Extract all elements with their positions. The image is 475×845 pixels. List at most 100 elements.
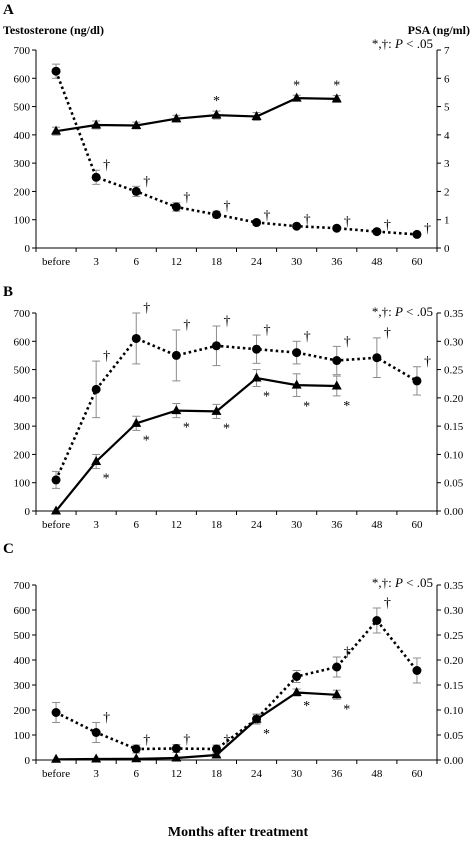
right-tick-label: 0.20 (444, 393, 464, 405)
data-point-circle (51, 708, 61, 717)
dagger-annotation: † (143, 733, 150, 748)
series-line (55, 618, 418, 751)
dagger-annotation: † (223, 199, 230, 214)
x-tick-label: 18 (211, 256, 223, 268)
left-tick-label: 0 (25, 755, 31, 767)
x-tick-label: before (42, 519, 70, 531)
asterisk-annotation: * (103, 472, 110, 487)
x-tick-label: 24 (251, 256, 263, 268)
series-line (55, 96, 337, 133)
series-psa-circles: † † † † † † † † † (51, 63, 431, 239)
left-tick-label: 400 (14, 655, 31, 667)
x-tick-label: 30 (291, 256, 303, 268)
data-point-triangle (291, 379, 302, 389)
asterisk-annotation: * (343, 399, 350, 414)
asterisk-annotation: * (343, 702, 350, 717)
left-tick-label: 600 (14, 605, 31, 617)
dagger-annotation: † (384, 596, 391, 611)
data-point-triangle (171, 113, 182, 123)
left-tick-label: 300 (14, 421, 31, 433)
right-tick-label: 0.25 (444, 630, 464, 642)
left-tick-label: 300 (14, 680, 31, 692)
left-tick-label: 700 (14, 580, 31, 592)
asterisk-annotation: * (293, 78, 300, 93)
data-point-circle (372, 616, 382, 625)
data-point-circle (211, 744, 221, 754)
data-point-triangle (291, 92, 302, 102)
left-tick-label: 700 (14, 45, 31, 57)
x-tick-label: 36 (331, 256, 343, 268)
dagger-annotation: † (183, 191, 190, 206)
dagger-annotation: † (304, 213, 311, 228)
significance-note: *,†: P < .05 (372, 304, 433, 319)
x-tick-label: 24 (251, 519, 263, 531)
data-point-triangle (91, 456, 102, 465)
asterisk-annotation: * (143, 433, 150, 448)
right-tick-label: 0.15 (444, 421, 464, 433)
x-tick-label: before (42, 256, 70, 268)
dagger-annotation: † (304, 329, 311, 344)
x-tick-label: 12 (171, 768, 182, 780)
data-point-triangle (131, 120, 142, 130)
right-tick-label: 0.30 (444, 336, 464, 348)
data-point-triangle (211, 749, 222, 759)
x-tick-label: 12 (171, 519, 182, 531)
data-point-circle (252, 218, 262, 228)
left-tick-label: 400 (14, 130, 31, 142)
asterisk-annotation: * (263, 390, 270, 405)
series-testosterone-triangles: * * * (51, 687, 350, 763)
dagger-annotation: † (344, 645, 351, 660)
data-point-triangle (131, 753, 142, 763)
series-line (54, 70, 417, 236)
x-tick-label: 30 (291, 519, 303, 531)
x-tick-label: 48 (371, 519, 383, 531)
data-point-circle (51, 66, 61, 76)
data-point-triangle (91, 753, 102, 763)
right-tick-label: 4 (444, 130, 450, 142)
left-tick-label: 600 (14, 336, 31, 348)
data-point-triangle (51, 505, 62, 515)
series-psa-circles: † † † † † † (51, 596, 422, 754)
asterisk-annotation: * (303, 699, 310, 714)
right-tick-label: 0.05 (444, 730, 464, 742)
asterisk-annotation: * (303, 399, 310, 414)
data-point-circle (372, 353, 382, 363)
x-tick-label: 36 (331, 519, 343, 531)
data-point-triangle (91, 119, 102, 129)
left-tick-label: 700 (14, 308, 31, 320)
significance-note: *,†: P < .05 (372, 36, 433, 51)
significance-note: *,†: P < .05 (372, 575, 433, 590)
asterisk-annotation: * (183, 421, 190, 436)
right-tick-label: 0.10 (444, 449, 464, 461)
panel-letter: A (3, 2, 14, 18)
dagger-annotation: † (424, 221, 431, 236)
x-axis-title: Months after treatment (168, 825, 309, 840)
dagger-annotation: † (384, 326, 391, 341)
data-point-circle (412, 229, 422, 239)
dagger-annotation: † (183, 318, 190, 333)
data-point-circle (51, 475, 61, 485)
left-tick-label: 200 (14, 186, 31, 198)
x-tick-label: 36 (331, 768, 343, 780)
left-tick-label: 200 (14, 705, 31, 717)
x-tick-label: 60 (411, 519, 423, 531)
x-tick-label: 18 (211, 768, 223, 780)
data-point-circle (131, 333, 141, 343)
x-tick-label: 60 (411, 768, 423, 780)
left-tick-label: 100 (14, 478, 31, 490)
data-point-triangle (331, 689, 342, 699)
dagger-annotation: † (223, 733, 230, 748)
dagger-annotation: † (143, 174, 150, 189)
dagger-annotation: † (183, 733, 190, 748)
data-point-triangle (251, 110, 262, 120)
data-point-triangle (331, 93, 342, 103)
right-tick-label: 0.00 (444, 506, 464, 518)
x-tick-label: 30 (291, 768, 303, 780)
left-tick-label: 600 (14, 73, 31, 85)
dagger-annotation: † (424, 355, 431, 370)
right-tick-label: 2 (444, 186, 450, 198)
right-tick-label: 0.20 (444, 655, 464, 667)
x-tick-label: 24 (251, 768, 263, 780)
right-tick-label: 0 (444, 243, 450, 255)
